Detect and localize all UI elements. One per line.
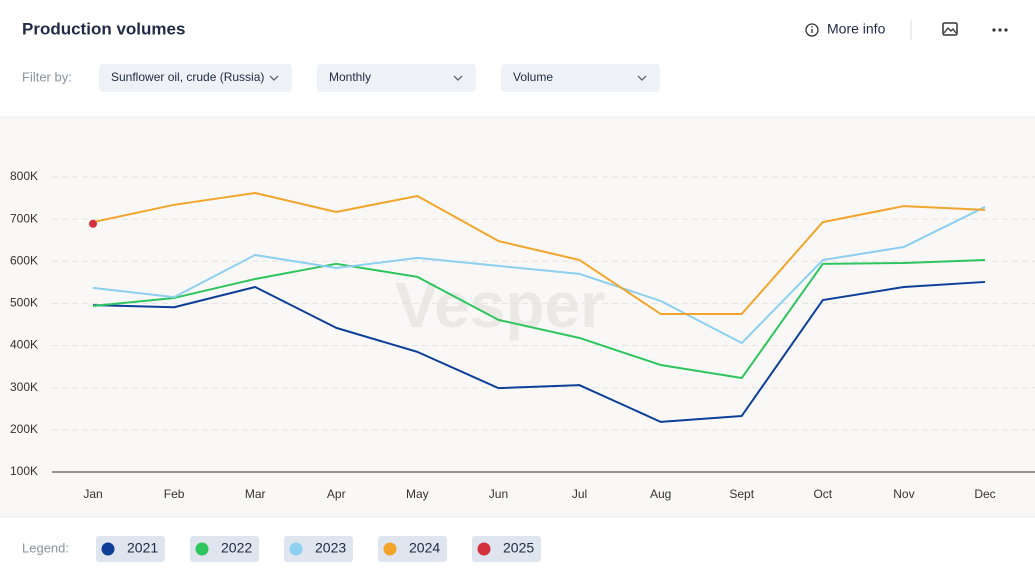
x-tick-label: Apr [327,487,346,501]
y-tick-label: 200K [10,422,38,436]
dot [992,28,996,32]
dropdown-box [501,64,660,92]
info-icon [805,23,819,37]
dropdown[interactable]: Volume [501,64,660,92]
legend-item[interactable]: 2024 [378,536,447,562]
y-tick-label: 700K [10,211,38,225]
dropdown-box [317,64,476,92]
more-info[interactable]: More info [805,21,886,37]
line [92,280,986,423]
legend-text: 2022 [221,540,252,556]
legend-item[interactable]: 2025 [472,536,541,562]
x-tick-label: Oct [813,487,832,501]
legend-pill [284,536,353,562]
x-tick-label: Jun [489,487,508,501]
image-button[interactable] [942,22,958,36]
y-tick-label: 600K [10,253,38,267]
chevron [637,75,647,81]
y-tick-label: 400K [10,338,38,352]
legend-text: 2024 [409,540,440,556]
legend-text: 2025 [503,540,534,556]
y-tick-label: 300K [10,380,38,394]
legend-pill [378,536,447,562]
title: Production volumes [22,19,185,38]
legend-pill [472,536,541,562]
dropdown-label: Monthly [329,70,371,84]
legend-pill [96,536,165,562]
legend-text: 2021 [127,540,158,556]
dropdown-label: Sunflower oil, crude (Russia) [111,70,264,84]
x-tick-label: Jan [83,487,102,501]
chevron [269,75,279,81]
dropdown[interactable]: Sunflower oil, crude (Russia) [99,64,292,92]
legend-pill [190,536,259,562]
legend-text: 2023 [315,540,346,556]
dropdown[interactable]: Monthly [317,64,476,92]
chart-background [0,117,1035,517]
y-tick-label: 800K [10,169,38,183]
y-tick-label: 500K [10,296,38,310]
x-tick-label: Aug [650,487,671,501]
line [92,192,986,315]
legend-item[interactable]: 2021 [96,536,165,562]
legend-item[interactable]: 2023 [284,536,353,562]
x-tick-label: Dec [974,487,995,501]
x-tick-label: Sept [729,487,754,501]
y-tick-label: 100K [10,464,38,478]
chevron [453,75,463,81]
legend-item[interactable]: 2022 [190,536,259,562]
dot [998,28,1002,32]
x-tick-label: Nov [893,487,914,501]
dropdown-box [99,64,292,92]
watermark: Vesper [395,269,605,341]
image-icon [942,22,958,36]
x-tick-label: Feb [164,487,185,501]
x-tick-label: Mar [245,487,266,501]
menu-button[interactable] [992,28,1008,32]
info-icon [811,26,813,28]
legend-swatch [383,542,397,556]
legend-swatch [195,542,209,556]
image-icon [943,27,957,34]
legend-swatch [477,542,491,556]
dot [1004,28,1008,32]
x-tick-label: Jul [572,487,587,501]
point [89,219,97,228]
filter-label: Filter by: [22,69,72,84]
legend-label: Legend: [22,540,69,555]
line [92,259,986,380]
line [92,206,986,345]
more-info-label: More info [827,21,886,37]
x-tick-label: May [406,487,429,501]
dropdown-label: Volume [513,70,553,84]
legend-swatch [101,542,115,556]
legend-swatch [289,542,303,556]
